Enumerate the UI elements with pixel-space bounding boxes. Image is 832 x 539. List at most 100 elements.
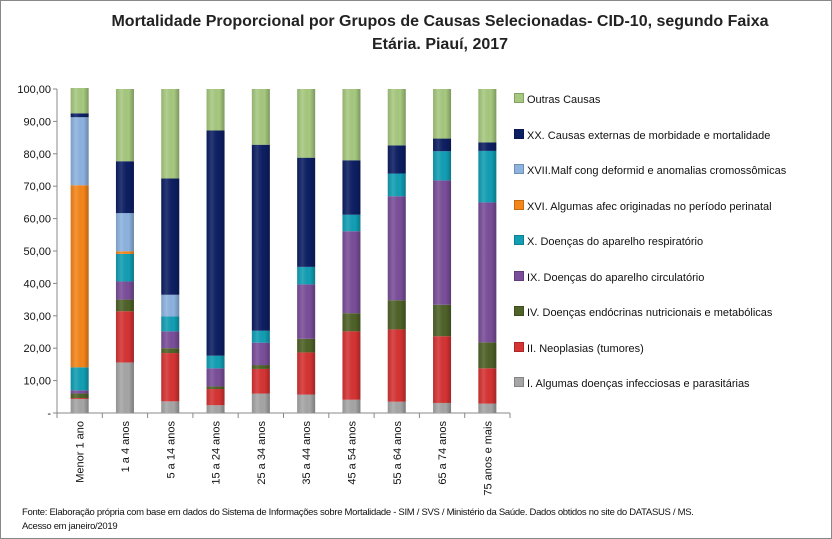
- bar-segment-shade: [342, 160, 361, 215]
- bar-segment-shade: [478, 368, 497, 404]
- bar-segment-shade: [297, 352, 316, 395]
- bar-segment-shade: [297, 266, 316, 285]
- bar-segment-shade: [70, 113, 89, 118]
- x-tick-label: 75 anos e mais: [482, 421, 494, 496]
- x-tick-label: 1 a 4 anos: [120, 421, 132, 473]
- bar-segment-shade: [478, 89, 497, 143]
- bar-segment-shade: [387, 401, 406, 413]
- bar-segment-shade: [387, 329, 406, 402]
- bar-segment-shade: [297, 157, 316, 267]
- x-tick-label: 25 a 34 anos: [256, 421, 268, 485]
- y-tick-label: 60,00: [23, 214, 51, 226]
- bar-segment-shade: [387, 173, 406, 197]
- bar-segment-shade: [161, 178, 180, 295]
- y-tick-label: 40,00: [23, 278, 51, 290]
- legend-label: II. Neoplasias (tumores): [527, 342, 644, 355]
- legend-swatch: [514, 341, 524, 352]
- bar-segment-shade: [433, 89, 452, 139]
- legend-label: I. Algumas doenças infecciosas e parasit…: [527, 378, 750, 390]
- bar-segment-shade: [251, 365, 270, 369]
- footnote: Fonte: Elaboração própria com base em da…: [22, 506, 694, 534]
- bar-segment-shade: [161, 331, 180, 349]
- x-tick-label: 65 a 74 anos: [437, 421, 449, 485]
- legend-item: XX. Causas externas de morbidade e morta…: [514, 128, 771, 142]
- legend-item: XVI. Algumas afec originadas no período …: [514, 199, 772, 213]
- bar-segment-shade: [70, 88, 89, 114]
- y-tick-label: 100,00: [17, 84, 51, 96]
- legend-label: XX. Causas externas de morbidade e morta…: [527, 129, 771, 142]
- x-tick-label: 15 a 24 anos: [211, 421, 223, 485]
- bar-segment-shade: [478, 403, 497, 413]
- legend-swatch: [514, 235, 524, 245]
- bar-segment-shade: [70, 399, 89, 413]
- bar-segment-shade: [70, 398, 89, 400]
- bar-segment-shade: [115, 299, 134, 312]
- legend-item: X. Doenças do aparelho respiratório: [514, 235, 703, 248]
- legend-swatch: [514, 128, 524, 139]
- legend-swatch: [514, 199, 524, 210]
- bar-segment-shade: [251, 393, 270, 413]
- legend-item: IV. Doenças endócrinas nutricionais e me…: [514, 306, 772, 319]
- y-tick-label: 20,00: [23, 343, 51, 355]
- x-tick-label: 5 a 14 anos: [165, 421, 177, 479]
- bar-segment-shade: [70, 367, 89, 391]
- y-tick-label: 80,00: [23, 149, 51, 161]
- bar-segment-shade: [70, 117, 89, 186]
- footnote-line-1: Fonte: Elaboração própria com base em da…: [22, 507, 694, 518]
- legend-swatch: [514, 270, 524, 281]
- bar-segment-shade: [115, 311, 134, 363]
- bar-segment-shade: [115, 213, 134, 252]
- bar-segment-shade: [433, 402, 452, 413]
- y-tick-label: -: [47, 408, 51, 420]
- bar-segment-shade: [115, 251, 134, 254]
- legend-label: XVII.Malf cong deformid e anomalias crom…: [527, 165, 787, 177]
- bar-segment-shade: [342, 231, 361, 314]
- legend-label: IV. Doenças endócrinas nutricionais e me…: [527, 307, 773, 319]
- bar-segment-shade: [70, 393, 89, 399]
- legend-swatch: [514, 306, 524, 316]
- bar-segment-shade: [115, 89, 134, 162]
- legend-item: I. Algumas doenças infecciosas e parasit…: [514, 377, 750, 390]
- bar-segment-shade: [478, 142, 497, 151]
- bar-segment-shade: [251, 342, 270, 366]
- bar-segment-shade: [115, 362, 134, 413]
- x-tick-label: 55 a 64 anos: [392, 421, 404, 485]
- bar-segment-shade: [342, 399, 361, 413]
- bar-segment-shade: [206, 368, 225, 387]
- bar-segment-shade: [387, 196, 406, 301]
- bar-segment-shade: [342, 313, 361, 332]
- footnote-line-2: Acesso em janeiro/2019: [22, 521, 118, 532]
- bar-segment-shade: [433, 336, 452, 403]
- bar-segment-shade: [115, 253, 134, 282]
- bar-segment-shade: [161, 348, 180, 354]
- bar-segment-shade: [206, 130, 225, 356]
- chart-title-line-2: Etária. Piauí, 2017: [371, 36, 509, 53]
- bar-segment-shade: [433, 304, 452, 337]
- bar-segment-shade: [433, 138, 452, 152]
- bar-segment-shade: [206, 386, 225, 390]
- legend-item: Outras Causas: [514, 93, 600, 106]
- x-tick-label: 35 a 44 anos: [301, 421, 313, 485]
- y-tick-label: 90,00: [23, 116, 51, 128]
- bar-segment-shade: [433, 151, 452, 181]
- x-tick-label: 45 a 54 anos: [346, 421, 358, 485]
- bar-segment-shade: [387, 145, 406, 174]
- bar-segment-shade: [387, 89, 406, 146]
- bar-segment-shade: [206, 389, 225, 406]
- bar-segment-shade: [251, 368, 270, 394]
- bar-segment-shade: [161, 316, 180, 332]
- bar-segment-shade: [478, 342, 497, 369]
- legend-label: IX. Doenças do aparelho circulatório: [527, 271, 705, 284]
- legend-swatch: [514, 93, 524, 103]
- y-tick-label: 70,00: [23, 181, 51, 193]
- bar-segment-shade: [70, 390, 89, 394]
- bar-segment-shade: [251, 330, 270, 343]
- bar-segment-shade: [161, 89, 180, 179]
- x-tick-label: Menor 1 ano: [75, 421, 87, 483]
- legend-label: X. Doenças do aparelho respiratório: [527, 236, 704, 248]
- bar-segment-shade: [342, 331, 361, 400]
- bar-segment-shade: [433, 180, 452, 305]
- legend-item: II. Neoplasias (tumores): [514, 341, 644, 355]
- y-tick-label: 30,00: [23, 311, 51, 323]
